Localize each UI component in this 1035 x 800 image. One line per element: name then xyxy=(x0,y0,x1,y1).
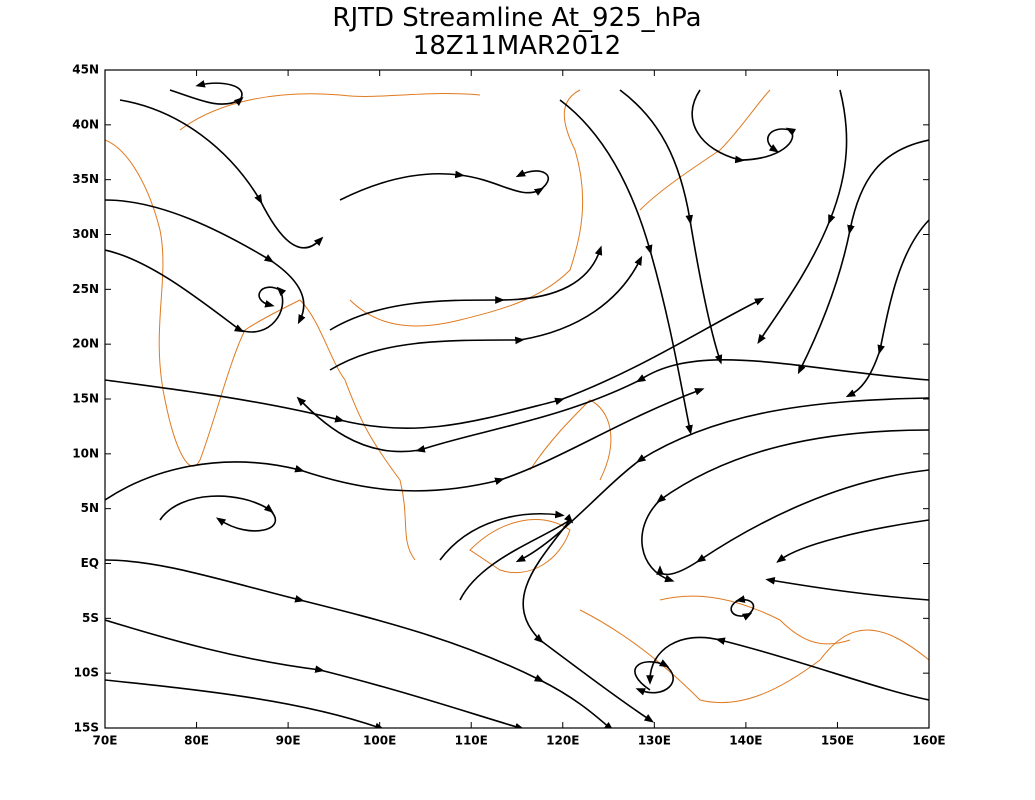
x-tick-label: 140E xyxy=(729,734,762,748)
y-tick-label: 25N xyxy=(72,282,99,296)
y-tick-label: 15S xyxy=(74,721,99,735)
x-tick-label: 110E xyxy=(455,734,488,748)
axes: 70E 80E 90E 100E 110E 120E 130E 140E 150E 160E 45N… xyxy=(72,63,945,748)
x-tick-label: 90E xyxy=(276,734,301,748)
y-tick-label: 45N xyxy=(72,63,99,77)
x-tick-label: 100E xyxy=(363,734,396,748)
y-tick-label: 30N xyxy=(72,227,99,241)
y-tick-label: 10N xyxy=(72,446,99,460)
x-tick-label: 80E xyxy=(184,734,209,748)
x-tick-label: 120E xyxy=(546,734,579,748)
title: RJTD Streamline At_925_hPa xyxy=(332,3,701,33)
x-tick-label: 150E xyxy=(821,734,854,748)
y-tick-label: 10S xyxy=(74,666,99,680)
y-tick-label: 5N xyxy=(81,501,99,515)
streamlines xyxy=(105,80,929,728)
x-tick-label: 130E xyxy=(638,734,671,748)
subtitle: 18Z11MAR2012 xyxy=(413,31,621,61)
y-tick-label: 35N xyxy=(72,172,99,186)
x-tick-label: 70E xyxy=(93,734,118,748)
x-tick-label: 160E xyxy=(912,734,945,748)
y-tick-label: 5S xyxy=(82,611,99,625)
y-tick-label: EQ xyxy=(81,556,99,570)
y-tick-label: 15N xyxy=(72,392,99,406)
y-tick-label: 20N xyxy=(72,337,99,351)
y-tick-label: 40N xyxy=(72,117,99,131)
